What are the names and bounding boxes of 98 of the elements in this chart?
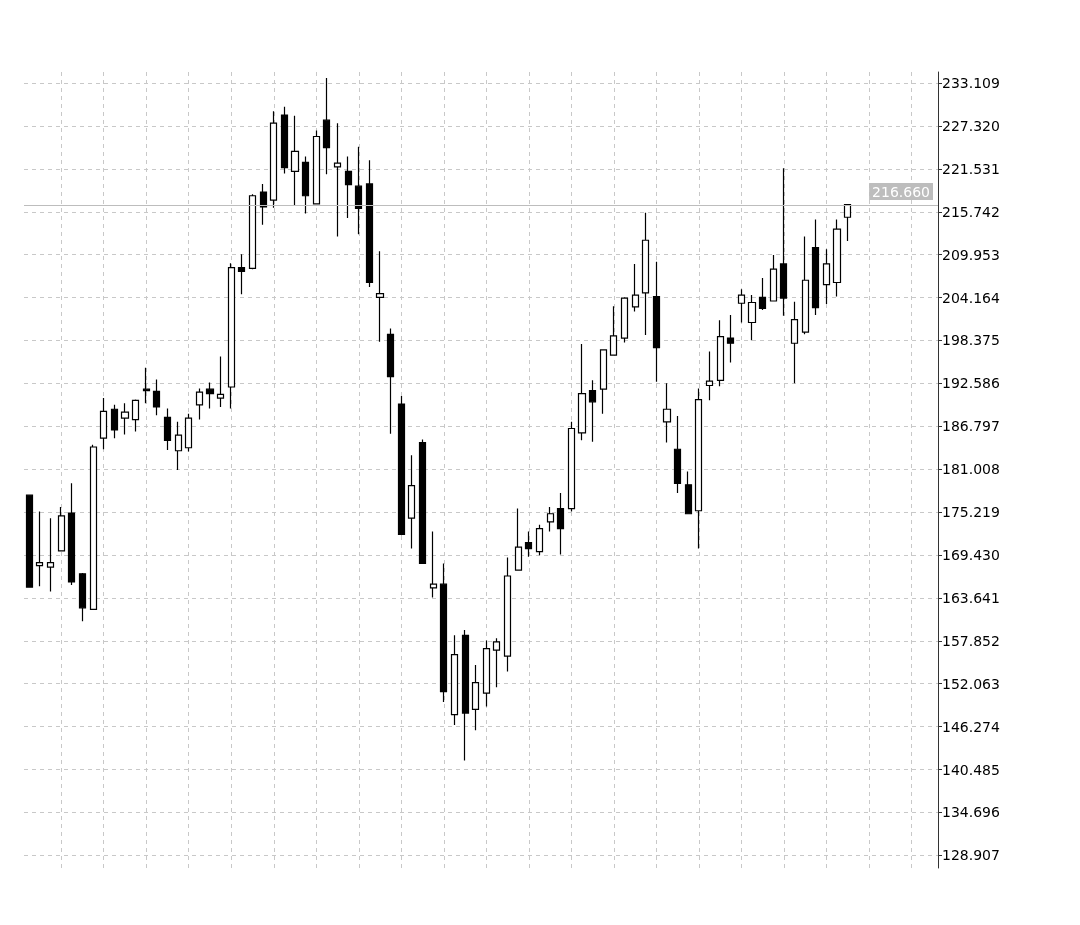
- candlestick: [184, 413, 193, 453]
- candlestick: [673, 415, 682, 494]
- candlestick: [758, 277, 767, 311]
- candlestick: [237, 253, 246, 295]
- candlestick: [652, 261, 661, 383]
- candlestick: [333, 122, 342, 238]
- candlestick: [705, 350, 714, 401]
- candlestick: [439, 562, 448, 703]
- y-tick-label: 163.641: [942, 589, 1000, 606]
- y-tick-label: 152.063: [942, 675, 1000, 692]
- candlestick: [588, 379, 597, 443]
- candlestick: [322, 77, 331, 175]
- y-tick-label: 198.375: [942, 332, 1000, 349]
- candlestick: [429, 530, 438, 599]
- candlestick: [609, 305, 618, 356]
- candlestick: [290, 115, 300, 207]
- candlestick: [769, 254, 778, 302]
- candlestick: [407, 454, 416, 550]
- y-tick-label: 215.742: [942, 203, 1000, 220]
- candlestick: [811, 218, 820, 316]
- y-tick-label: 134.696: [942, 804, 1000, 821]
- candlestick: [57, 506, 66, 553]
- candlestick: [227, 262, 236, 410]
- y-tick-label: 146.274: [942, 718, 1000, 735]
- candlestick: [620, 296, 629, 344]
- candlestick: [99, 397, 108, 450]
- candlestick: [450, 634, 459, 726]
- candlestick: [269, 110, 278, 209]
- candlestick: [280, 106, 289, 175]
- candlestick: [716, 319, 725, 387]
- candlestick: [216, 356, 225, 408]
- candlestick: [301, 155, 310, 215]
- y-tick-label: 140.485: [942, 761, 1000, 778]
- candlestick: [163, 407, 172, 451]
- y-tick-label: 157.852: [942, 632, 1000, 649]
- candlestick: [779, 167, 788, 317]
- y-tick-label: 186.797: [942, 418, 1000, 435]
- candlestick: [556, 492, 565, 556]
- candlestick: [567, 421, 576, 513]
- candlestick: [492, 637, 501, 688]
- candlestick: [694, 387, 703, 550]
- candlestick: [482, 639, 491, 708]
- candlestick: [365, 159, 374, 288]
- candlestick: [577, 343, 587, 441]
- candlestick: [737, 288, 746, 324]
- candlestick: [535, 524, 544, 556]
- y-tick-label: 204.164: [942, 289, 1000, 306]
- candlestick: [248, 193, 257, 270]
- y-tick-label: 221.531: [942, 160, 1000, 177]
- candlestick: [131, 398, 140, 433]
- candlestick: [195, 387, 204, 421]
- candlestick: [312, 129, 321, 205]
- candlestick: [641, 212, 650, 336]
- candlestick: [524, 530, 533, 558]
- candlestick: [832, 218, 842, 298]
- candlestick: [843, 204, 852, 242]
- candlestick: [78, 572, 87, 622]
- candlestick: [418, 439, 427, 564]
- candlestick: [35, 510, 44, 587]
- candlestick: [747, 294, 757, 341]
- candlestick: [503, 556, 512, 673]
- candlestick: [344, 155, 353, 219]
- candlestick: [174, 421, 183, 471]
- candlestick: [25, 494, 34, 588]
- candlestick: [110, 404, 119, 439]
- candlestick: [259, 183, 268, 226]
- candlestick: [631, 263, 640, 312]
- candlestick: [142, 367, 151, 404]
- candlestick: [152, 378, 161, 416]
- y-tick-label: 227.320: [942, 117, 1000, 134]
- candlestick: [471, 664, 480, 731]
- candlestick: [120, 402, 130, 436]
- candlestick: [822, 248, 831, 305]
- candlestick: [386, 327, 395, 435]
- ref-line-label: 216.660: [872, 183, 930, 200]
- y-tick-label: 169.430: [942, 547, 1000, 564]
- candlestick: [354, 146, 363, 235]
- y-tick-label: 181.008: [942, 461, 1000, 478]
- candlestick: [67, 482, 76, 586]
- y-tick-label: 209.953: [942, 246, 1000, 263]
- candlestick: [546, 506, 555, 533]
- candlestick: [461, 629, 470, 762]
- candlestick: [397, 395, 406, 536]
- candlestick: [46, 517, 55, 593]
- candlestick: [514, 507, 523, 571]
- y-tick-label: 192.586: [942, 375, 1000, 392]
- y-tick-label: 233.109: [942, 75, 1000, 92]
- y-tick-label: 128.907: [942, 847, 1000, 864]
- candlestick: [375, 250, 385, 343]
- y-tick-label: 175.219: [942, 504, 1000, 521]
- candlestick: [790, 301, 799, 384]
- candlestick: [801, 235, 810, 335]
- candlestick: [662, 382, 672, 444]
- candlestick: [684, 470, 693, 515]
- candlestick: [205, 381, 215, 410]
- candlestick: [726, 314, 735, 364]
- candlestick: [89, 444, 98, 611]
- candlestick: [599, 348, 608, 415]
